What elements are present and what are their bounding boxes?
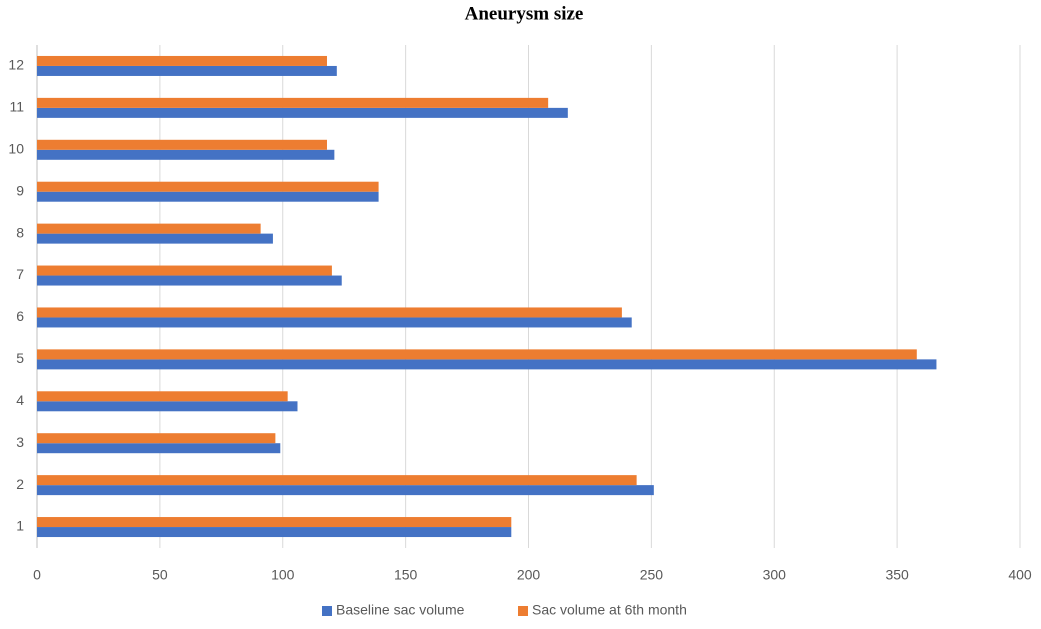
bar	[37, 433, 276, 444]
x-tick-label: 250	[640, 567, 664, 583]
y-tick-label: 3	[16, 434, 24, 450]
bar	[37, 527, 512, 538]
bar	[37, 139, 327, 150]
x-tick-label: 350	[885, 567, 909, 583]
x-tick-label: 150	[394, 567, 418, 583]
legend-swatch	[322, 606, 332, 616]
x-tick-label: 100	[271, 567, 295, 583]
y-tick-label: 1	[16, 518, 24, 534]
x-tick-label: 200	[517, 567, 541, 583]
bar	[37, 443, 281, 454]
y-tick-label: 4	[16, 392, 24, 408]
y-tick-label: 12	[8, 57, 24, 73]
legend-label: Sac volume at 6th month	[532, 602, 687, 618]
chart-title: Aneurysm size	[465, 3, 584, 24]
y-tick-label: 11	[9, 99, 24, 115]
bar	[37, 485, 654, 496]
bar	[37, 275, 342, 286]
y-tick-label: 7	[16, 266, 24, 282]
bar	[37, 317, 632, 328]
legend-swatch	[518, 606, 528, 616]
bar	[37, 401, 298, 412]
legend-label: Baseline sac volume	[336, 602, 465, 618]
bar	[37, 307, 622, 318]
bar	[37, 517, 512, 528]
bar	[37, 149, 335, 160]
bar	[37, 191, 379, 202]
bar	[37, 233, 273, 244]
bar	[37, 65, 337, 76]
y-tick-label: 5	[16, 350, 24, 366]
y-tick-label: 10	[8, 140, 24, 156]
bar	[37, 359, 937, 370]
x-tick-label: 400	[1008, 567, 1032, 583]
bar	[37, 107, 568, 118]
bar	[37, 55, 327, 66]
bar	[37, 223, 261, 234]
bar	[37, 475, 637, 486]
bar	[37, 391, 288, 402]
y-tick-label: 8	[16, 224, 24, 240]
y-tick-label: 9	[16, 182, 24, 198]
bar	[37, 97, 549, 108]
bar	[37, 265, 332, 276]
y-tick-label: 6	[16, 308, 24, 324]
x-tick-label: 50	[152, 567, 168, 583]
x-tick-label: 300	[763, 567, 787, 583]
bar	[37, 181, 379, 192]
bar	[37, 349, 917, 360]
x-tick-label: 0	[33, 567, 41, 583]
y-tick-label: 2	[16, 476, 24, 492]
